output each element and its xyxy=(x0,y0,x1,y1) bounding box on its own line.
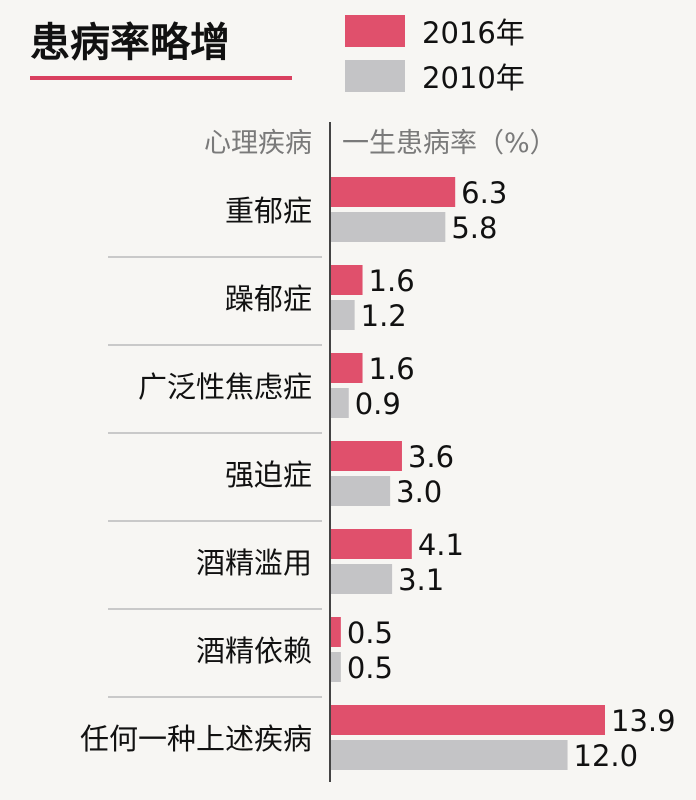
value-label: 0.5 xyxy=(347,616,393,650)
category-label: 酒精依赖 xyxy=(196,634,312,668)
bar-2010 xyxy=(331,212,446,242)
bars-layer: 重郁症6.35.8躁郁症1.61.2广泛性焦虑症1.60.9强迫症3.63.0酒… xyxy=(80,176,676,773)
bar-2016 xyxy=(331,177,456,207)
chart-title: 患病率略增 xyxy=(30,20,230,66)
bar-2010 xyxy=(331,300,355,330)
bar-2016 xyxy=(331,617,341,647)
value-label: 3.6 xyxy=(408,440,454,474)
category-label: 任何一种上述疾病 xyxy=(80,722,312,756)
bar-2010 xyxy=(331,740,568,770)
category-label: 躁郁症 xyxy=(225,282,312,316)
value-header: 一生患病率（%） xyxy=(342,128,557,159)
title-underline xyxy=(30,76,292,80)
value-label: 3.0 xyxy=(396,475,442,509)
legend-label-2016: 2016年 xyxy=(422,16,525,50)
value-label: 13.9 xyxy=(611,704,676,738)
value-label: 1.6 xyxy=(369,352,415,386)
bar-2016 xyxy=(331,265,363,295)
category-label: 广泛性焦虑症 xyxy=(138,370,312,404)
bar-2016 xyxy=(331,529,412,559)
category-label: 强迫症 xyxy=(225,458,312,492)
value-label: 3.1 xyxy=(398,563,444,597)
value-label: 12.0 xyxy=(574,739,639,773)
category-label: 重郁症 xyxy=(225,194,312,228)
value-label: 1.6 xyxy=(369,264,415,298)
value-label: 6.3 xyxy=(461,176,507,210)
value-label: 5.8 xyxy=(451,211,497,245)
bar-2010 xyxy=(331,564,393,594)
bar-2010 xyxy=(331,388,349,418)
value-label: 0.5 xyxy=(347,651,393,685)
legend-label-2010: 2010年 xyxy=(422,61,525,95)
bar-2016 xyxy=(331,441,402,471)
value-label: 1.2 xyxy=(361,299,407,333)
category-label: 酒精滥用 xyxy=(196,546,312,580)
bar-2010 xyxy=(331,476,391,506)
bar-2016 xyxy=(331,353,363,383)
bar-2016 xyxy=(331,705,605,735)
legend-swatch-2010 xyxy=(345,60,405,92)
bar-2010 xyxy=(331,652,341,682)
legend-swatch-2016 xyxy=(345,15,405,47)
value-label: 0.9 xyxy=(355,387,401,421)
value-label: 4.1 xyxy=(418,528,464,562)
category-header: 心理疾病 xyxy=(204,128,312,159)
